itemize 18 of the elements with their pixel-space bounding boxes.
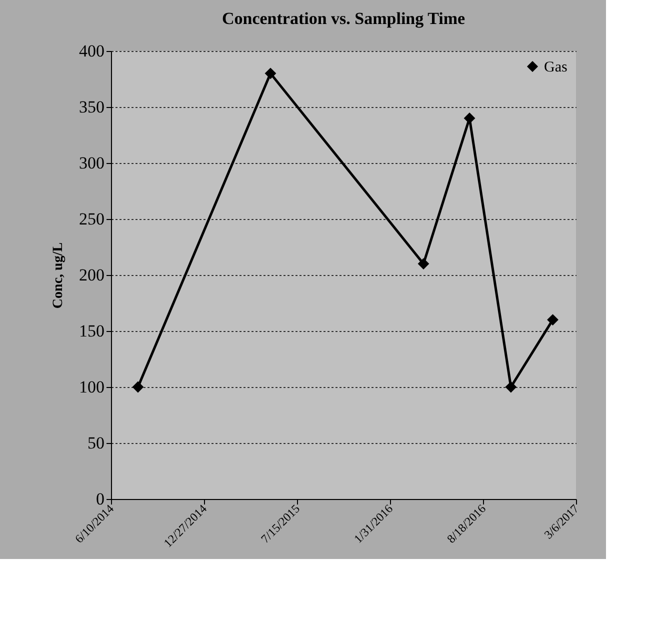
y-axis-title: Conc, ug/L <box>51 242 66 309</box>
y-tick-label: 200 <box>79 266 104 284</box>
point <box>505 381 517 393</box>
point <box>464 112 476 124</box>
point <box>418 258 430 270</box>
point <box>132 381 144 393</box>
y-tick-label: 50 <box>88 434 104 452</box>
y-tick-label: 100 <box>79 378 104 396</box>
y-tick-label: 300 <box>79 154 104 172</box>
point <box>547 314 558 326</box>
legend-label: Gas <box>544 60 568 76</box>
y-tick-label: 0 <box>96 490 104 508</box>
point <box>264 68 276 80</box>
y-tick-label: 150 <box>79 322 104 340</box>
y-tick-label: 250 <box>79 210 104 228</box>
y-tick-label: 400 <box>79 42 104 60</box>
y-tick-label: 350 <box>79 98 104 116</box>
chart-title: Concentration vs. Sampling Time <box>222 9 466 28</box>
